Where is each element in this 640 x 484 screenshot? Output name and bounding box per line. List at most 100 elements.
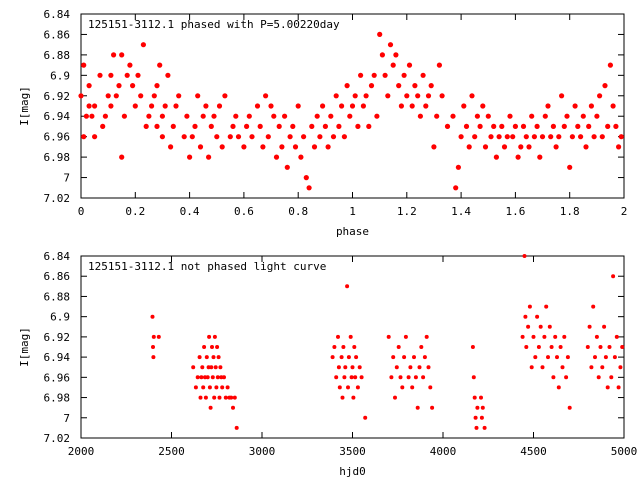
data-point — [423, 103, 429, 109]
data-point — [482, 425, 487, 430]
data-point — [157, 62, 163, 68]
data-point — [415, 93, 421, 99]
x-tick-label: 1.4 — [451, 205, 471, 218]
data-point — [412, 83, 418, 89]
data-point — [527, 304, 532, 309]
data-point — [598, 345, 603, 349]
x-tick-label: 2 — [621, 205, 628, 218]
data-point — [616, 385, 621, 390]
data-point — [482, 144, 489, 150]
data-point — [216, 103, 223, 109]
data-point — [529, 365, 534, 370]
data-point — [616, 144, 622, 150]
data-point — [553, 334, 558, 339]
data-point — [200, 365, 205, 370]
data-point — [151, 345, 155, 349]
data-point — [461, 103, 467, 109]
data-point — [591, 134, 597, 140]
data-point — [357, 365, 362, 370]
data-point — [353, 375, 358, 380]
data-point — [230, 123, 236, 129]
data-point — [354, 355, 359, 360]
data-point — [393, 395, 397, 400]
data-point — [450, 113, 456, 119]
data-point — [352, 345, 357, 349]
data-point — [594, 334, 599, 339]
data-point — [580, 113, 586, 119]
y-tick-label: 6.96 — [44, 371, 71, 384]
data-point — [154, 123, 160, 129]
y-tick-label: 6.92 — [44, 90, 71, 103]
data-point — [510, 134, 516, 140]
data-point — [607, 345, 612, 349]
data-point — [105, 93, 111, 99]
data-point — [535, 314, 540, 319]
data-point — [298, 154, 304, 160]
data-point — [339, 355, 344, 360]
data-point — [538, 324, 543, 329]
data-point — [81, 62, 87, 68]
y-tick-label: 6.88 — [44, 290, 71, 303]
data-point — [314, 113, 320, 119]
data-point — [401, 72, 407, 78]
data-point — [551, 375, 556, 380]
data-point — [202, 345, 207, 349]
data-point — [127, 62, 133, 68]
data-point — [531, 134, 538, 140]
data-point — [474, 425, 479, 430]
data-point — [121, 113, 127, 119]
data-point — [346, 385, 350, 390]
data-point — [344, 83, 350, 89]
data-point — [151, 334, 156, 339]
data-point — [583, 144, 589, 150]
data-point — [567, 164, 573, 170]
data-point — [341, 134, 347, 140]
data-point — [425, 93, 432, 99]
data-point — [611, 274, 616, 279]
data-point — [150, 314, 155, 319]
data-point — [325, 144, 331, 150]
data-point — [334, 375, 339, 380]
data-point — [212, 334, 217, 339]
data-point — [589, 365, 594, 370]
data-point — [173, 103, 179, 109]
data-point — [211, 113, 217, 119]
data-point — [195, 93, 201, 99]
data-point — [469, 93, 475, 99]
data-point — [350, 365, 355, 370]
data-point — [276, 123, 282, 129]
data-point — [548, 134, 554, 140]
data-point — [415, 405, 420, 410]
data-point — [493, 154, 499, 160]
chart-title: 125151-3112.1 not phased light curve — [88, 260, 326, 273]
data-point — [587, 324, 592, 329]
data-point — [390, 62, 396, 68]
data-point — [83, 113, 89, 119]
data-point — [282, 113, 288, 119]
data-point — [524, 345, 529, 349]
data-point — [488, 134, 494, 140]
data-point — [151, 93, 157, 99]
data-point — [162, 103, 168, 109]
data-point — [203, 395, 208, 400]
data-point — [422, 355, 427, 360]
data-point — [453, 185, 459, 191]
data-point — [339, 103, 345, 109]
data-point — [78, 93, 84, 99]
data-point — [515, 154, 521, 160]
data-point — [507, 113, 513, 119]
data-point — [547, 324, 552, 329]
data-point — [348, 334, 353, 339]
data-point — [374, 113, 380, 119]
data-point — [504, 134, 510, 140]
data-point — [564, 375, 569, 380]
data-point — [204, 355, 209, 360]
data-point — [100, 123, 106, 129]
data-point — [292, 144, 299, 150]
data-point — [198, 395, 203, 400]
data-point — [439, 93, 445, 99]
data-point — [599, 134, 605, 140]
data-point — [330, 134, 337, 140]
data-point — [306, 185, 312, 191]
